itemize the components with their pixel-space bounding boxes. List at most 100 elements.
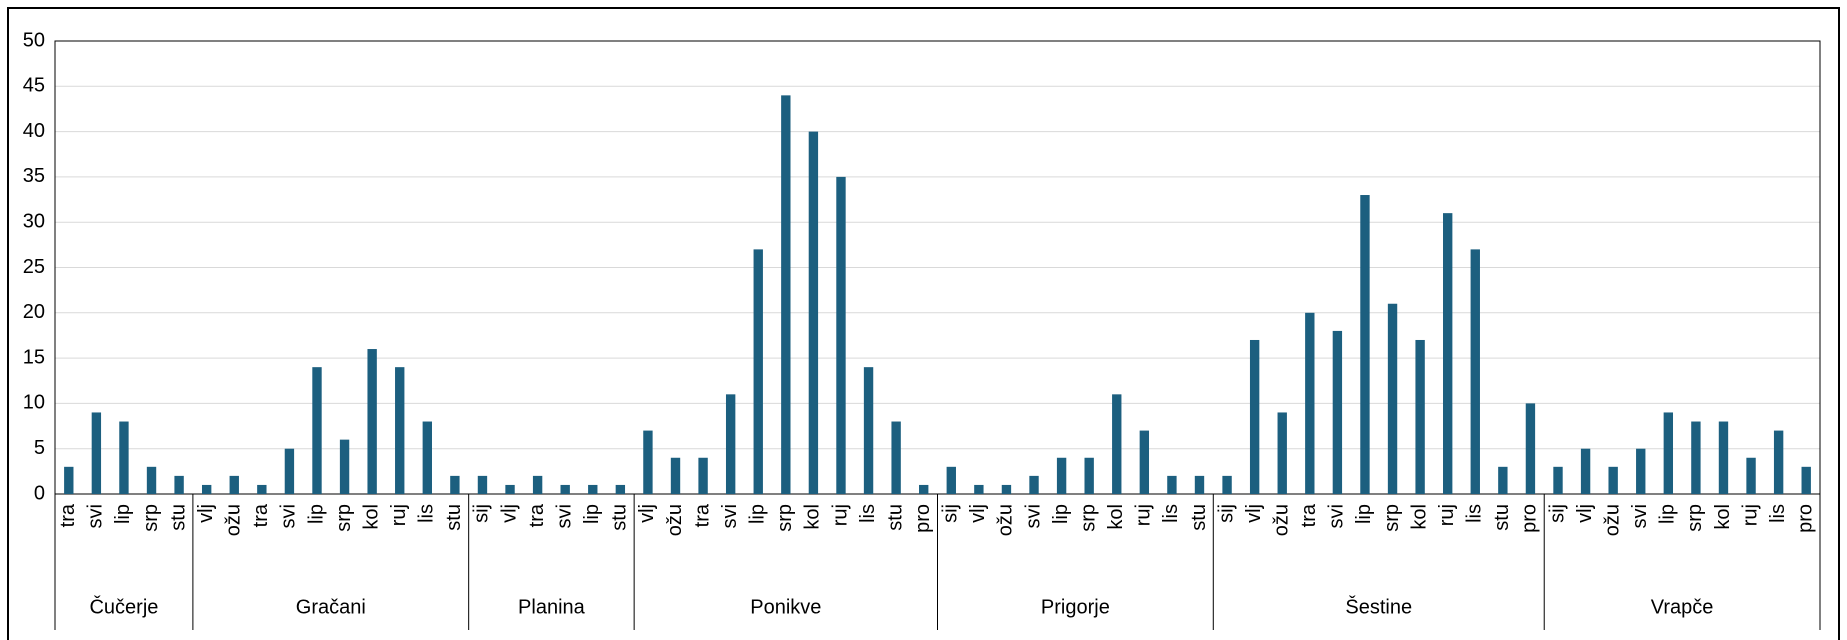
x-tick-label: pro: [1794, 504, 1816, 533]
x-tick-label: ožu: [664, 504, 686, 536]
x-tick-label: kol: [1712, 504, 1734, 530]
bar: [781, 95, 791, 495]
bar: [1139, 430, 1150, 494]
bar: [1084, 457, 1094, 494]
bar: [1167, 475, 1177, 494]
x-tick-label: stu: [1491, 504, 1513, 531]
x-tick-label: srp: [333, 504, 355, 532]
y-tick-label: 40: [23, 120, 45, 142]
x-tick-label: ruj: [388, 504, 410, 526]
bar: [532, 475, 543, 494]
y-tick-label: 25: [23, 256, 45, 278]
x-tick-label: tra: [526, 503, 548, 527]
bar: [1801, 466, 1811, 494]
bar: [1773, 430, 1784, 494]
group-label: Prigorje: [1041, 596, 1110, 618]
bar: [505, 484, 515, 494]
x-tick-label: stu: [443, 504, 465, 531]
x-tick-label: vlj: [195, 504, 217, 523]
x-tick-label: sij: [1546, 504, 1568, 523]
x-tick-label: vlj: [967, 504, 989, 523]
bar: [974, 484, 984, 494]
x-tick-label: ruj: [1133, 504, 1155, 526]
x-tick-label: sij: [471, 504, 493, 523]
x-tick-label: vlj: [1574, 504, 1596, 523]
x-tick-label: lip: [305, 504, 327, 524]
group-label: Šestine: [1345, 595, 1412, 618]
x-tick-label: lis: [416, 504, 438, 523]
y-tick-label: 45: [23, 75, 45, 97]
x-tick-label: svi: [1629, 504, 1651, 528]
bar: [670, 457, 681, 494]
bar: [1691, 421, 1701, 494]
x-tick-label: lis: [857, 504, 879, 523]
y-tick-label: 30: [23, 210, 45, 232]
x-tick-label: lip: [747, 504, 769, 524]
x-tick-label: ožu: [1601, 504, 1623, 536]
y-tick-label: 20: [23, 301, 45, 323]
x-tick-label: srp: [1684, 504, 1706, 532]
x-tick-label: lip: [1657, 504, 1679, 524]
bar: [1305, 312, 1315, 494]
frame: [7, 7, 1840, 640]
bar: [698, 457, 708, 494]
group-label: Planina: [518, 596, 586, 618]
y-tick-label: 0: [34, 482, 45, 504]
bar: [284, 448, 295, 494]
bar: [1112, 394, 1122, 494]
bar: [1580, 448, 1591, 494]
x-tick-label: lip: [1353, 504, 1375, 524]
x-tick-label: stu: [1188, 504, 1210, 531]
y-tick-label: 50: [23, 29, 45, 51]
bar: [919, 484, 929, 494]
group-label: Gračani: [296, 596, 366, 618]
bar: [1636, 448, 1646, 494]
bar: [1415, 339, 1425, 494]
x-tick-label: ruj: [1739, 504, 1761, 526]
bar: [201, 484, 212, 494]
bar: [119, 421, 129, 494]
x-tick-label: lis: [1160, 504, 1182, 523]
x-tick-label: srp: [774, 504, 796, 532]
bar: [1443, 213, 1453, 494]
bar: [1498, 466, 1508, 494]
x-tick-label: kol: [1105, 504, 1127, 530]
x-tick-label: srp: [1381, 504, 1403, 532]
x-tick-label: sij: [1215, 504, 1237, 523]
x-tick-label: lip: [1050, 504, 1072, 524]
bar: [1525, 403, 1536, 494]
bar: [229, 475, 239, 494]
bar: [1387, 303, 1398, 494]
x-tick-label: ožu: [223, 504, 245, 536]
x-tick-label: lip: [581, 504, 603, 524]
x-tick-label: tra: [57, 503, 79, 527]
bar: [1746, 457, 1756, 494]
y-tick-label: 15: [23, 346, 45, 368]
bar: [64, 466, 74, 494]
x-tick-label: vlj: [498, 504, 520, 523]
bar: [339, 439, 350, 494]
bar: [560, 484, 570, 494]
x-tick-label: ruj: [829, 504, 851, 526]
bar: [146, 466, 157, 494]
bar: [643, 430, 653, 494]
bar: [1222, 475, 1232, 494]
y-tick-label: 35: [23, 165, 45, 187]
x-tick-label: sij: [940, 504, 962, 523]
x-tick-label: svi: [85, 504, 107, 528]
x-tick-label: ožu: [1271, 504, 1293, 536]
x-tick-label: svi: [1022, 504, 1044, 528]
bar: [836, 176, 846, 494]
x-tick-label: lip: [112, 504, 134, 524]
bar: [753, 249, 763, 494]
bar: [477, 475, 488, 494]
bar: [1249, 339, 1260, 494]
bar: [1056, 457, 1067, 494]
x-tick-label: kol: [360, 504, 382, 530]
x-tick-label: pro: [1519, 504, 1541, 533]
bar: [1332, 330, 1343, 494]
x-tick-label: stu: [884, 504, 906, 531]
bar: [891, 421, 901, 494]
bar: [1470, 249, 1480, 494]
